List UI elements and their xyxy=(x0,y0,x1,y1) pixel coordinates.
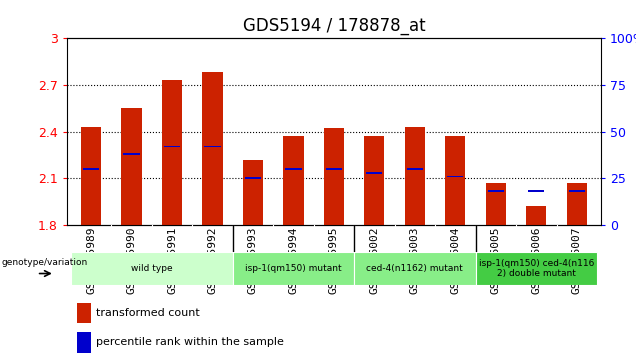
Bar xyxy=(364,136,385,225)
Bar xyxy=(488,191,504,192)
Text: transformed count: transformed count xyxy=(96,308,200,318)
Bar xyxy=(204,146,221,147)
Bar xyxy=(476,252,597,285)
Bar xyxy=(447,176,464,178)
Bar xyxy=(324,129,344,225)
Text: genotype/variation: genotype/variation xyxy=(1,258,88,266)
Bar xyxy=(286,168,301,170)
Bar xyxy=(407,168,423,170)
Title: GDS5194 / 178878_at: GDS5194 / 178878_at xyxy=(242,17,425,36)
Bar xyxy=(202,72,223,225)
Bar xyxy=(567,183,587,225)
Text: ced-4(n1162) mutant: ced-4(n1162) mutant xyxy=(366,264,463,273)
Bar xyxy=(283,136,303,225)
Bar xyxy=(121,108,142,225)
Bar xyxy=(123,153,140,155)
Bar xyxy=(164,146,180,147)
Bar xyxy=(326,168,342,170)
Bar xyxy=(526,206,546,225)
Bar xyxy=(162,80,182,225)
Bar xyxy=(243,160,263,225)
Bar xyxy=(404,127,425,225)
Bar xyxy=(354,252,476,285)
Bar xyxy=(83,168,99,170)
Bar xyxy=(71,252,233,285)
Bar xyxy=(245,178,261,179)
Text: wild type: wild type xyxy=(131,264,172,273)
Text: isp-1(qm150) ced-4(n116
2) double mutant: isp-1(qm150) ced-4(n116 2) double mutant xyxy=(478,259,594,278)
Bar xyxy=(233,252,354,285)
Text: percentile rank within the sample: percentile rank within the sample xyxy=(96,337,284,347)
Bar xyxy=(486,183,506,225)
Bar xyxy=(78,332,91,353)
Bar xyxy=(78,302,91,323)
Bar xyxy=(445,136,466,225)
Text: isp-1(qm150) mutant: isp-1(qm150) mutant xyxy=(245,264,342,273)
Bar xyxy=(366,172,382,174)
Bar xyxy=(81,127,101,225)
Bar xyxy=(528,191,544,192)
Bar xyxy=(569,191,585,192)
